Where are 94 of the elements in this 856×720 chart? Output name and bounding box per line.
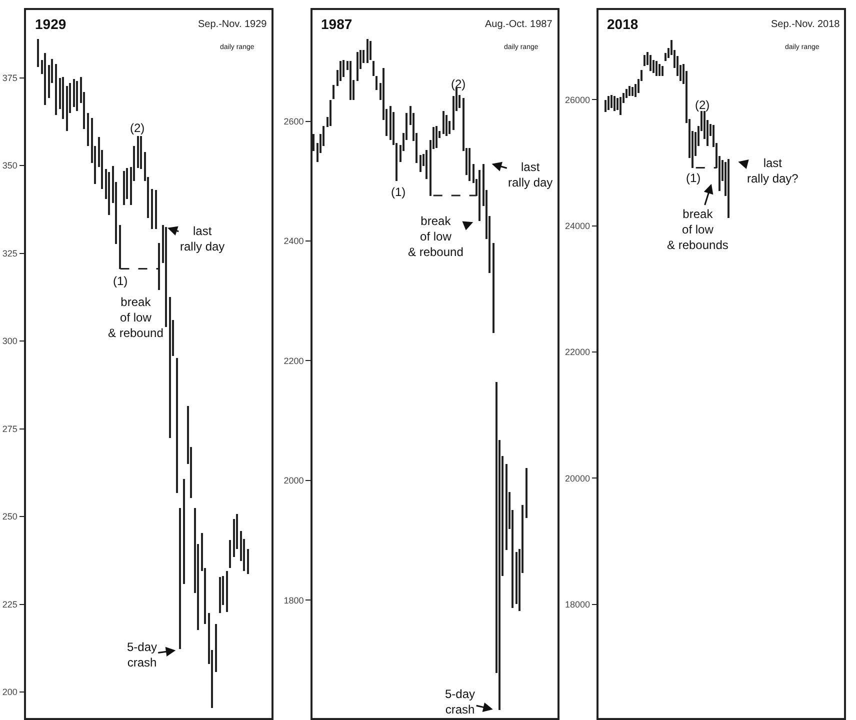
bar [342, 60, 344, 77]
text: Sep.-Nov. 2018 [771, 19, 840, 30]
bar [505, 464, 508, 550]
bar [55, 64, 57, 115]
bar [215, 624, 217, 672]
y-tick-label: 20000 [565, 473, 590, 484]
bar [662, 66, 664, 76]
y-tick-label: 300 [2, 336, 18, 346]
bar [123, 171, 125, 205]
bar [445, 115, 448, 136]
bar [468, 148, 470, 181]
bar [478, 170, 480, 221]
y-tick-label: 22000 [565, 347, 590, 358]
bar [614, 96, 616, 111]
bar [226, 571, 228, 612]
y-tick-label: 26000 [565, 94, 590, 105]
annotation: (2) [130, 121, 145, 135]
y-tick-label: 2400 [284, 236, 304, 246]
bar [76, 81, 78, 111]
annotation: (1) [113, 274, 128, 288]
annotation: (2) [451, 77, 466, 91]
bar [356, 52, 358, 81]
bar [169, 297, 171, 438]
annotation: last rally day [180, 224, 225, 254]
chart-title: 1987 [321, 16, 352, 32]
bar [442, 111, 444, 134]
bar [419, 155, 422, 172]
annotation: 5-day crash [127, 640, 158, 670]
annotation: 5-day crash [445, 687, 476, 717]
text: Sep.-Nov. 1929 [198, 19, 268, 30]
bar [151, 189, 153, 229]
bar [219, 577, 221, 613]
bar [140, 136, 142, 169]
bar [375, 76, 378, 90]
annotation: last rally day [508, 160, 553, 190]
bar [620, 97, 622, 115]
bar [87, 113, 89, 146]
bar [604, 100, 607, 112]
y-tick-label: 225 [2, 599, 18, 610]
annotation: break of low & rebound [408, 214, 464, 260]
bar [650, 55, 652, 71]
bar [369, 41, 372, 60]
bar [137, 136, 139, 168]
y-tick-label: 18000 [565, 600, 590, 610]
bar [372, 61, 374, 76]
bar [62, 77, 64, 119]
bar [332, 85, 334, 99]
bar [179, 508, 181, 649]
bar [628, 86, 631, 96]
annotation: (2) [695, 98, 710, 112]
bar [73, 79, 75, 107]
bar [492, 243, 494, 333]
bar [229, 540, 231, 568]
chart-title: 2018 [607, 16, 638, 32]
bar [165, 227, 167, 327]
bar [44, 53, 46, 105]
y-tick-label: 2000 [284, 476, 304, 486]
bar [425, 150, 428, 179]
annotation: (1) [391, 185, 406, 199]
bar [525, 468, 528, 518]
annotation: break of low & rebound [108, 295, 164, 340]
bar [608, 96, 610, 110]
bar [632, 87, 634, 96]
annotation: break of low & rebounds [667, 207, 728, 252]
bar [644, 55, 646, 66]
y-tick-label: 350 [2, 160, 18, 171]
text: Aug.-Oct. 1987 [485, 19, 553, 30]
y-tick-label: 200 [2, 687, 18, 698]
bar [329, 100, 332, 126]
bar [728, 159, 730, 218]
y-tick-label: 2200 [284, 356, 304, 366]
annotation: (1) [686, 171, 701, 185]
bar [349, 61, 352, 100]
bar [247, 549, 249, 574]
bar [155, 190, 157, 229]
bar [366, 39, 368, 63]
bar [435, 126, 438, 148]
y-tick-label: 24000 [565, 220, 590, 231]
y-tick-label: 1800 [284, 595, 304, 606]
bar [658, 64, 661, 76]
y-tick-label: 375 [2, 72, 18, 83]
y-tick-label: 325 [2, 248, 18, 258]
y-tick-label: 2600 [284, 116, 304, 126]
bar [66, 86, 68, 131]
bar [108, 172, 110, 215]
bar [183, 479, 185, 584]
text: 1929 [35, 16, 66, 32]
bar [656, 61, 658, 76]
annotation: last rally day? [747, 156, 799, 186]
y-tick-label: 275 [2, 424, 18, 434]
bar [610, 95, 613, 108]
bar [37, 39, 39, 67]
bar [176, 358, 178, 493]
y-tick-label: 250 [2, 512, 18, 522]
